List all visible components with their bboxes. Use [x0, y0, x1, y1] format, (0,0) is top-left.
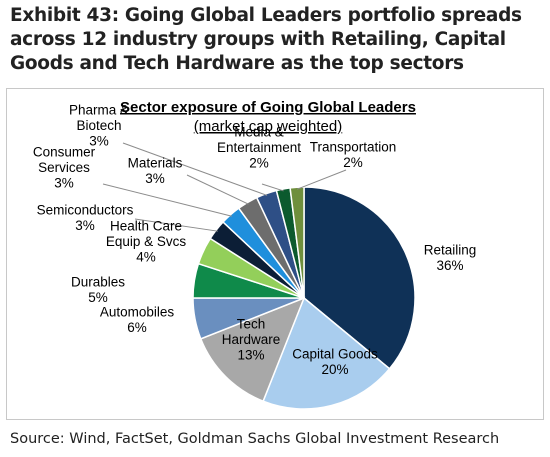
- slice-label-consumer-services: Consumer Services 3%: [33, 145, 96, 191]
- slice-labels: Retailing 36% Capital Goods 20% Tech Hardware…: [33, 103, 476, 377]
- pie-slice-tech-hardware: [199, 296, 306, 403]
- slice-label-media-entertainment: Media & Entertainment 2%: [217, 125, 301, 171]
- slice-label-automobiles: Automobiles 6%: [100, 304, 175, 335]
- slice-label-capital-goods: Capital Goods 20%: [292, 346, 378, 377]
- slice-label-health-care-equip-svcs: Health Care Equip & Svcs 4%: [106, 219, 187, 265]
- slice-label-semiconductors: Semiconductors 3%: [37, 202, 134, 233]
- slice-label-transportation: Transportation 2%: [310, 139, 397, 170]
- leader-line-semiconductors: [134, 218, 218, 232]
- pie-slices: [192, 186, 416, 410]
- leader-line-transportation: [296, 169, 347, 190]
- leader-line-media-entertainment: [261, 183, 284, 192]
- leader-line-pharma-biotech: [122, 142, 268, 196]
- pie-slice-capital-goods: [262, 296, 391, 410]
- slice-label-materials: Materials 3%: [128, 155, 183, 186]
- leader-lines: [102, 142, 347, 232]
- source-note: Source: Wind, FactSet, Goldman Sachs Glo…: [10, 431, 500, 447]
- pie-slice-retailing: [303, 186, 416, 370]
- chart-frame: [6, 88, 544, 420]
- slice-label-retailing: Retailing 36%: [424, 242, 477, 272]
- chart-subtitle: (market cap weighted): [194, 118, 342, 135]
- slice-label-durables: Durables 5%: [71, 274, 125, 305]
- chart-title: Sector exposure of Going Global Leaders: [120, 99, 416, 116]
- leader-line-materials: [186, 174, 249, 205]
- exhibit-title: Exhibit 43: Going Global Leaders portfol…: [10, 5, 522, 74]
- slice-label-pharma-biotech: Pharma & Biotech 3%: [69, 103, 129, 149]
- slice-label-tech-hardware: Tech Hardware 13%: [222, 317, 281, 363]
- leader-line-consumer-services: [102, 183, 233, 217]
